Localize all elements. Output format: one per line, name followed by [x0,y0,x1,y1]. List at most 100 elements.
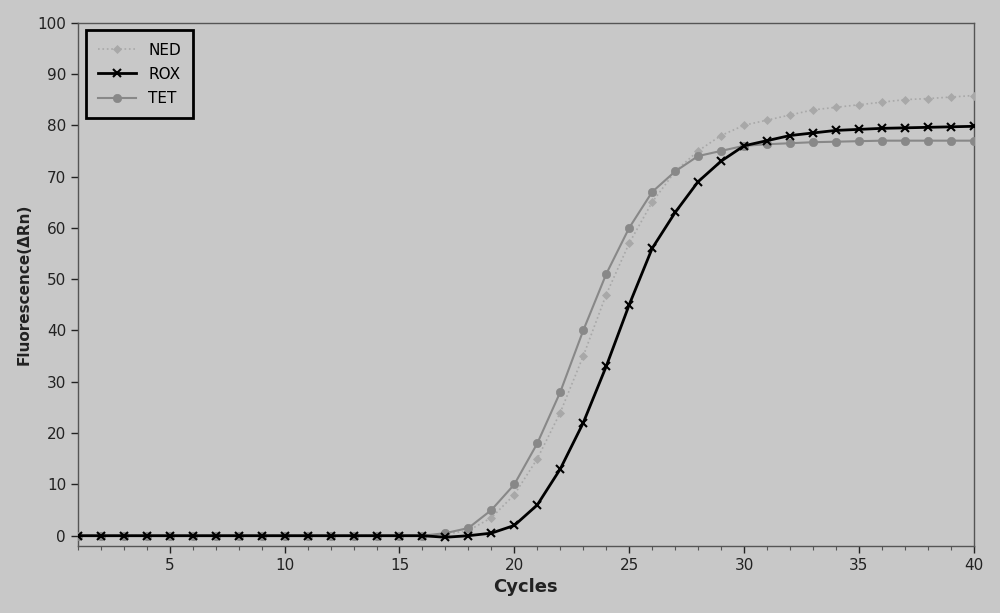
ROX [141,532,153,539]
TET [715,147,727,154]
NED [577,352,589,360]
TET [807,139,819,146]
NED [141,532,153,539]
TET [416,532,428,539]
TET [508,481,520,488]
NED [600,291,612,299]
TET [279,532,291,539]
Legend: NED, ROX, TET: NED, ROX, TET [86,30,193,118]
NED [348,532,360,539]
NED [853,101,865,109]
ROX [807,129,819,137]
ROX [554,465,566,473]
TET [554,389,566,396]
ROX [95,532,107,539]
TET [462,524,474,531]
ROX [761,137,773,144]
TET [393,532,405,539]
NED [715,132,727,139]
ROX [577,419,589,427]
ROX [325,532,337,539]
ROX [646,245,658,252]
TET [692,153,704,160]
NED [485,514,497,522]
NED [95,532,107,539]
TET [325,532,337,539]
ROX [485,530,497,537]
NED [692,147,704,154]
TET [669,168,681,175]
NED [393,532,405,539]
NED [623,240,635,247]
Line: ROX: ROX [74,122,978,541]
ROX [256,532,268,539]
ROX [302,532,314,539]
NED [118,532,130,539]
ROX [899,124,911,132]
ROX [922,124,934,131]
NED [669,168,681,175]
ROX [669,209,681,216]
ROX [187,532,199,539]
ROX [623,301,635,308]
NED [646,199,658,206]
ROX [876,124,888,132]
ROX [830,127,842,134]
TET [302,532,314,539]
NED [72,532,84,539]
NED [508,491,520,498]
TET [439,530,451,537]
NED [302,532,314,539]
TET [830,138,842,145]
ROX [393,532,405,539]
ROX [72,532,84,539]
NED [462,527,474,535]
ROX [462,532,474,539]
NED [210,532,222,539]
NED [416,532,428,539]
ROX [118,532,130,539]
NED [945,93,957,101]
NED [784,112,796,119]
TET [141,532,153,539]
NED [439,530,451,538]
ROX [692,178,704,185]
TET [899,137,911,144]
TET [876,137,888,144]
ROX [600,363,612,370]
NED [807,106,819,113]
NED [554,409,566,416]
NED [256,532,268,539]
Line: NED: NED [75,93,976,538]
TET [646,188,658,196]
ROX [164,532,176,539]
ROX [968,123,980,130]
TET [348,532,360,539]
ROX [945,123,957,131]
ROX [348,532,360,539]
TET [485,506,497,514]
ROX [439,533,451,541]
ROX [784,132,796,139]
NED [738,121,750,129]
NED [761,116,773,124]
ROX [279,532,291,539]
TET [164,532,176,539]
TET [853,137,865,145]
NED [279,532,291,539]
ROX [531,501,543,509]
TET [968,137,980,144]
ROX [738,142,750,150]
ROX [508,522,520,529]
ROX [715,158,727,165]
ROX [853,126,865,133]
TET [945,137,957,144]
TET [922,137,934,144]
TET [761,140,773,148]
NED [187,532,199,539]
NED [968,92,980,99]
NED [876,99,888,106]
NED [899,96,911,104]
NED [371,532,383,539]
NED [830,104,842,111]
